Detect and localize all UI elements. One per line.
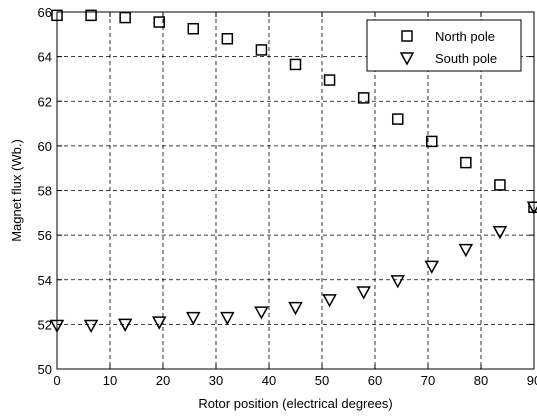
data-point: [356, 286, 371, 300]
data-point: [460, 156, 472, 169]
data-point: [153, 16, 165, 28]
y-tick-label: 56: [38, 228, 52, 243]
x-tick-label: 30: [209, 373, 223, 388]
y-axis-label: Magnet flux (Wb.): [9, 139, 24, 242]
data-point: [391, 113, 404, 125]
data-point: [119, 11, 131, 24]
data-point: [221, 33, 234, 45]
x-tick-label: 90: [527, 373, 537, 388]
data-point: [492, 226, 508, 240]
data-point: [85, 9, 97, 22]
data-point: [424, 260, 440, 274]
axis-ticks: 0 10 20 30 40 50 60 70 80 90 50 52 54 56 58 60 62 64 66: [38, 5, 537, 388]
data-point: [357, 92, 370, 104]
legend: North pole South pole: [366, 19, 522, 72]
data-point: [288, 301, 303, 316]
data-point: [390, 275, 406, 289]
data-point: [117, 318, 133, 332]
x-tick-label: 0: [53, 373, 60, 388]
x-tick-label: 80: [474, 373, 488, 388]
x-tick-label: 60: [368, 373, 382, 388]
data-point: [323, 74, 336, 86]
data-point: [458, 243, 474, 258]
y-tick-label: 62: [38, 94, 52, 109]
legend-marker: [401, 30, 413, 42]
y-tick-label: 64: [38, 50, 52, 65]
series-south-pole: [49, 201, 537, 334]
data-point: [187, 22, 200, 35]
data-point: [185, 311, 201, 326]
legend-marker: [399, 52, 415, 66]
legend-label: South pole: [435, 51, 497, 66]
data-point: [151, 316, 167, 330]
legend-box: [366, 19, 522, 72]
data-point: [494, 179, 506, 191]
x-axis-label: Rotor position (electrical degrees): [198, 396, 392, 411]
data-point: [220, 311, 235, 326]
data-point: [426, 135, 438, 148]
y-tick-label: 50: [38, 362, 52, 377]
y-tick-label: 66: [38, 5, 52, 20]
plot-frame: [56, 11, 535, 370]
x-tick-label: 20: [156, 373, 170, 388]
data-point: [83, 319, 99, 334]
data-point: [322, 294, 337, 308]
data-point: [255, 44, 268, 56]
y-tick-label: 52: [38, 317, 52, 332]
x-tick-label: 40: [262, 373, 276, 388]
y-tick-label: 60: [38, 139, 52, 154]
data-point: [289, 58, 302, 71]
x-tick-label: 50: [315, 373, 329, 388]
y-tick-label: 58: [38, 184, 52, 199]
x-tick-label: 70: [421, 373, 435, 388]
x-tick-label: 10: [103, 373, 117, 388]
data-point: [254, 306, 269, 320]
legend-label: North pole: [435, 29, 495, 44]
y-tick-label: 54: [38, 273, 52, 288]
